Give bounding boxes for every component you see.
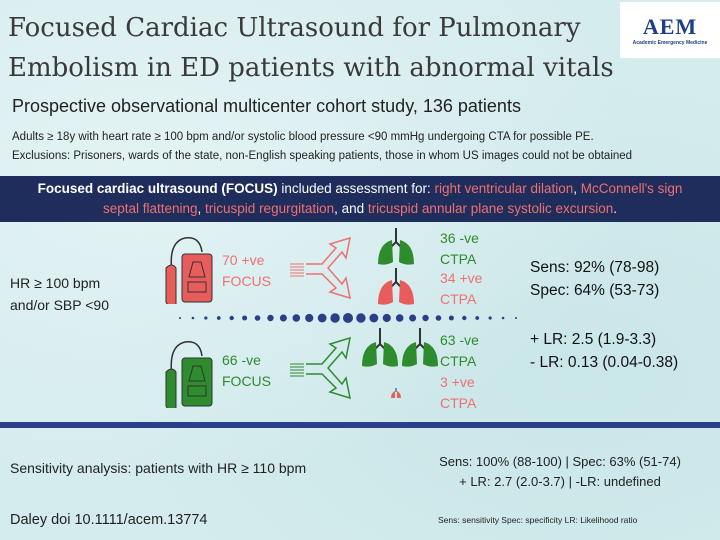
count: 66 -ve: [222, 352, 261, 368]
divider-bar: [0, 422, 720, 428]
divider-dot: [305, 313, 314, 323]
divider-dot: [448, 315, 454, 321]
lungs-green-icon: [362, 328, 398, 367]
lungs-green-icon: [402, 328, 438, 367]
banner-bold: Focused cardiac ultrasound (FOCUS): [37, 181, 278, 196]
positive-lr: + LR: 2.5 (1.9-3.3): [530, 331, 657, 348]
divider-dot: [382, 313, 391, 323]
population-line: and/or SBP <90: [10, 297, 109, 313]
divider-dot: [475, 316, 480, 320]
divider-dot: [229, 315, 234, 321]
divider-dot: [369, 313, 379, 323]
divider-dot: [191, 316, 195, 320]
logo-text: AEM: [642, 14, 698, 39]
sensitivity-analysis-label: Sensitivity analysis: patients with HR ≥…: [10, 460, 307, 476]
focus-banner: Focused cardiac ultrasound (FOCUS) inclu…: [0, 176, 720, 222]
footnote: Sens: sensitivity Spec: specificity LR: …: [438, 515, 638, 525]
divider-dot: [422, 314, 429, 322]
citation: Daley doi 10.1111/acem.13774: [10, 512, 208, 528]
specificity: Spec: 64% (53-73): [530, 282, 660, 299]
divider-dot: [395, 314, 404, 322]
label: CTPA: [440, 291, 477, 307]
banner-item: tricuspid regurgitation: [205, 201, 335, 216]
divider-dot: [254, 315, 261, 321]
sensitivity-analysis-results: Sens: 100% (88-100) | Spec: 63% (51-74) +…: [410, 452, 710, 492]
count: 63 -ve: [440, 332, 479, 348]
divider-dot: [488, 316, 492, 320]
negative-pos-ctpa: 3 +ve CTPA: [440, 372, 476, 414]
banner-item: right ventricular dilation: [434, 181, 574, 196]
label: CTPA: [440, 395, 477, 411]
banner-item: tricuspid annular plane systolic excursi…: [367, 201, 614, 216]
ultrasound-green-icon: [165, 341, 213, 408]
inclusion: Adults ≥ 18y with heart rate ≥ 100 bpm a…: [12, 131, 594, 143]
sens-spec: Sens: 92% (78-98) Spec: 64% (53-73): [530, 256, 659, 302]
ultrasound-red-icon: [165, 237, 213, 304]
divider-dot: [501, 316, 505, 320]
sep: ,: [197, 201, 206, 216]
positive-pos-ctpa: 34 +ve CTPA: [440, 268, 482, 310]
count: 70 +ve: [222, 252, 265, 268]
banner-text: included assessment for:: [277, 181, 435, 196]
likelihood-ratios: + LR: 2.5 (1.9-3.3) - LR: 0.13 (0.04-0.38…: [530, 328, 678, 374]
aem-logo: AEM Academic Emergency Medicine: [620, 2, 720, 58]
dotted-divider: [179, 313, 517, 323]
sensitivity: Sens: 92% (78-98): [530, 259, 660, 276]
label: FOCUS: [222, 273, 271, 289]
exclusion: Exclusions: Prisoners, wards of the stat…: [12, 150, 633, 162]
divider-dot: [356, 313, 366, 323]
subtitle: Prospective observational multicenter co…: [12, 96, 521, 116]
lungs-red-small-icon: [391, 388, 401, 398]
divider-dot: [409, 314, 417, 322]
count: 36 -ve: [440, 230, 479, 246]
label: FOCUS: [222, 373, 271, 389]
split-arrow-green-icon: [290, 336, 351, 400]
lungs-green-icon: [378, 228, 414, 265]
population-line: HR ≥ 100 bpm: [10, 275, 101, 291]
population: HR ≥ 100 bpm and/or SBP <90: [10, 272, 109, 316]
count: 34 +ve: [440, 270, 483, 286]
result-line: + LR: 2.7 (2.0-3.7) | -LR: undefined: [459, 474, 661, 489]
label: CTPA: [440, 251, 477, 267]
divider-dot: [204, 316, 208, 320]
sep: ,: [573, 181, 581, 196]
divider-dot: [343, 313, 353, 323]
banner-item: septal flattening: [102, 201, 198, 216]
divider-dot: [279, 314, 287, 322]
positive-focus-label: 70 +ve FOCUS: [222, 250, 271, 292]
label: CTPA: [440, 353, 477, 369]
negative-lr: - LR: 0.13 (0.04-0.38): [530, 354, 679, 371]
divider-dot: [330, 313, 340, 323]
sep: , and: [334, 201, 368, 216]
logo-subtext: Academic Emergency Medicine: [632, 40, 708, 46]
divider-dot: [242, 315, 248, 321]
result-line: Sens: 100% (88-100) | Spec: 63% (51-74): [439, 454, 681, 469]
sep: .: [613, 201, 618, 216]
divider-dot: [267, 314, 274, 322]
banner-item: McConnell's sign: [580, 181, 683, 196]
divider-dot: [292, 314, 301, 322]
split-arrow-red-icon: [290, 236, 351, 300]
page-title: Focused Cardiac Ultrasound for Pulmonary…: [8, 13, 614, 83]
divider-dot: [317, 313, 327, 323]
divider-dot: [462, 315, 467, 321]
positive-neg-ctpa: 36 -ve CTPA: [440, 228, 479, 270]
divider-dot: [515, 317, 517, 319]
negative-focus-label: 66 -ve FOCUS: [222, 350, 271, 392]
negative-neg-ctpa: 63 -ve CTPA: [440, 330, 479, 372]
lungs-red-icon: [378, 268, 414, 305]
count: 3 +ve: [440, 374, 475, 390]
divider-dot: [179, 317, 181, 319]
criteria: Adults ≥ 18y with heart rate ≥ 100 bpm a…: [12, 128, 632, 166]
divider-dot: [435, 315, 442, 321]
divider-dot: [216, 316, 221, 320]
